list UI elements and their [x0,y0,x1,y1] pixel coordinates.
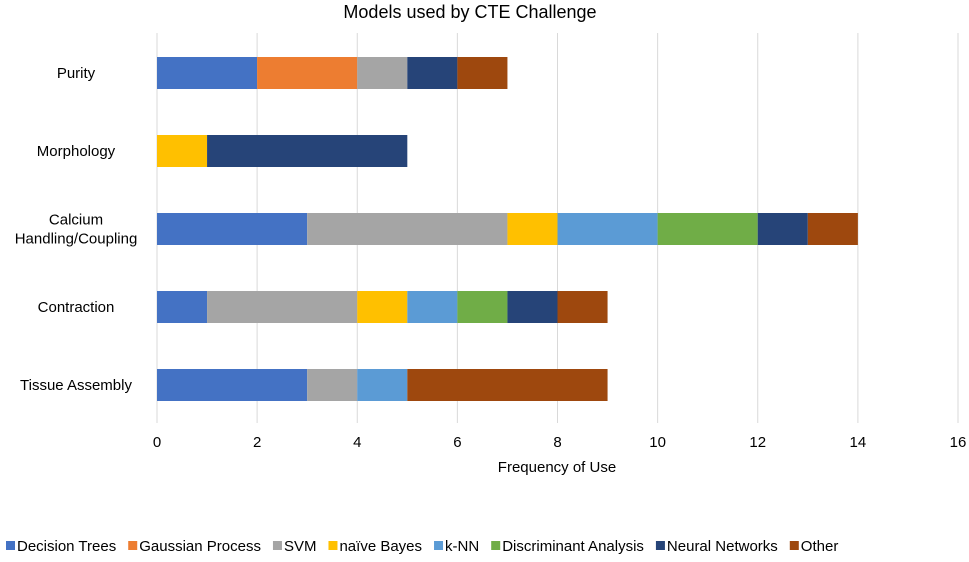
category-labels: Purity Morphology Calcium Handling/Coupling… [15,65,138,394]
bar-segment [457,57,508,89]
x-tick-label: 4 [353,434,361,451]
bar-segment [207,135,408,167]
legend: Decision Trees Gaussian Process SVM naïve B… [6,538,838,555]
legend-label: Neural Networks [667,538,778,555]
x-tick-label: 2 [253,434,261,451]
bar-segment [807,213,858,245]
x-axis-label: Frequency of Use [498,459,616,476]
bar-segment [557,291,608,323]
bar-segment [407,57,458,89]
legend-label: Gaussian Process [139,538,261,555]
legend-swatch [272,541,282,550]
bar-segment [407,369,608,401]
bar-segment [307,213,508,245]
bar-segment [657,213,758,245]
category-label: Morphology [37,143,116,160]
legend-swatch [789,541,799,550]
bar-segment [157,213,308,245]
x-tick-label: 12 [749,434,766,451]
x-tick-label: 14 [850,434,867,451]
x-tick-label: 16 [950,434,967,451]
legend-swatch [434,541,444,550]
x-axis-ticks: 0 2 4 6 8 10 12 14 16 [153,434,967,451]
bar-segment [357,291,408,323]
x-tick-label: 8 [553,434,561,451]
legend-label: Discriminant Analysis [502,538,644,555]
bar-segment [757,213,808,245]
bar-segment [357,369,408,401]
category-label: Contraction [38,299,115,316]
legend-swatch [328,541,338,550]
category-label: Calcium Handling/Coupling [15,212,138,248]
x-tick-label: 6 [453,434,461,451]
x-tick-label: 0 [153,434,161,451]
legend-label: k-NN [445,538,479,555]
category-label: Purity [57,65,96,82]
legend-swatch [655,541,665,550]
bar-segment [257,57,358,89]
legend-label: SVM [284,538,317,555]
bar-segment [157,291,208,323]
bar-segment [507,213,558,245]
legend-swatch [491,541,501,550]
bar-segment [557,213,658,245]
bar-segment [457,291,508,323]
bar-segment [407,291,458,323]
bars [157,57,858,401]
bar-segment [157,369,308,401]
legend-label: Other [801,538,839,555]
bar-segment [157,135,208,167]
legend-label: Decision Trees [17,538,116,555]
bar-segment [357,57,408,89]
legend-swatch [128,541,138,550]
legend-swatch [6,541,15,550]
bar-segment [157,57,258,89]
bar-segment [507,291,558,323]
bar-segment [307,369,358,401]
x-tick-label: 10 [649,434,666,451]
category-label: Tissue Assembly [20,377,132,394]
legend-label: naïve Bayes [339,538,422,555]
bar-segment [207,291,358,323]
chart-title: Models used by CTE Challenge [343,2,596,22]
